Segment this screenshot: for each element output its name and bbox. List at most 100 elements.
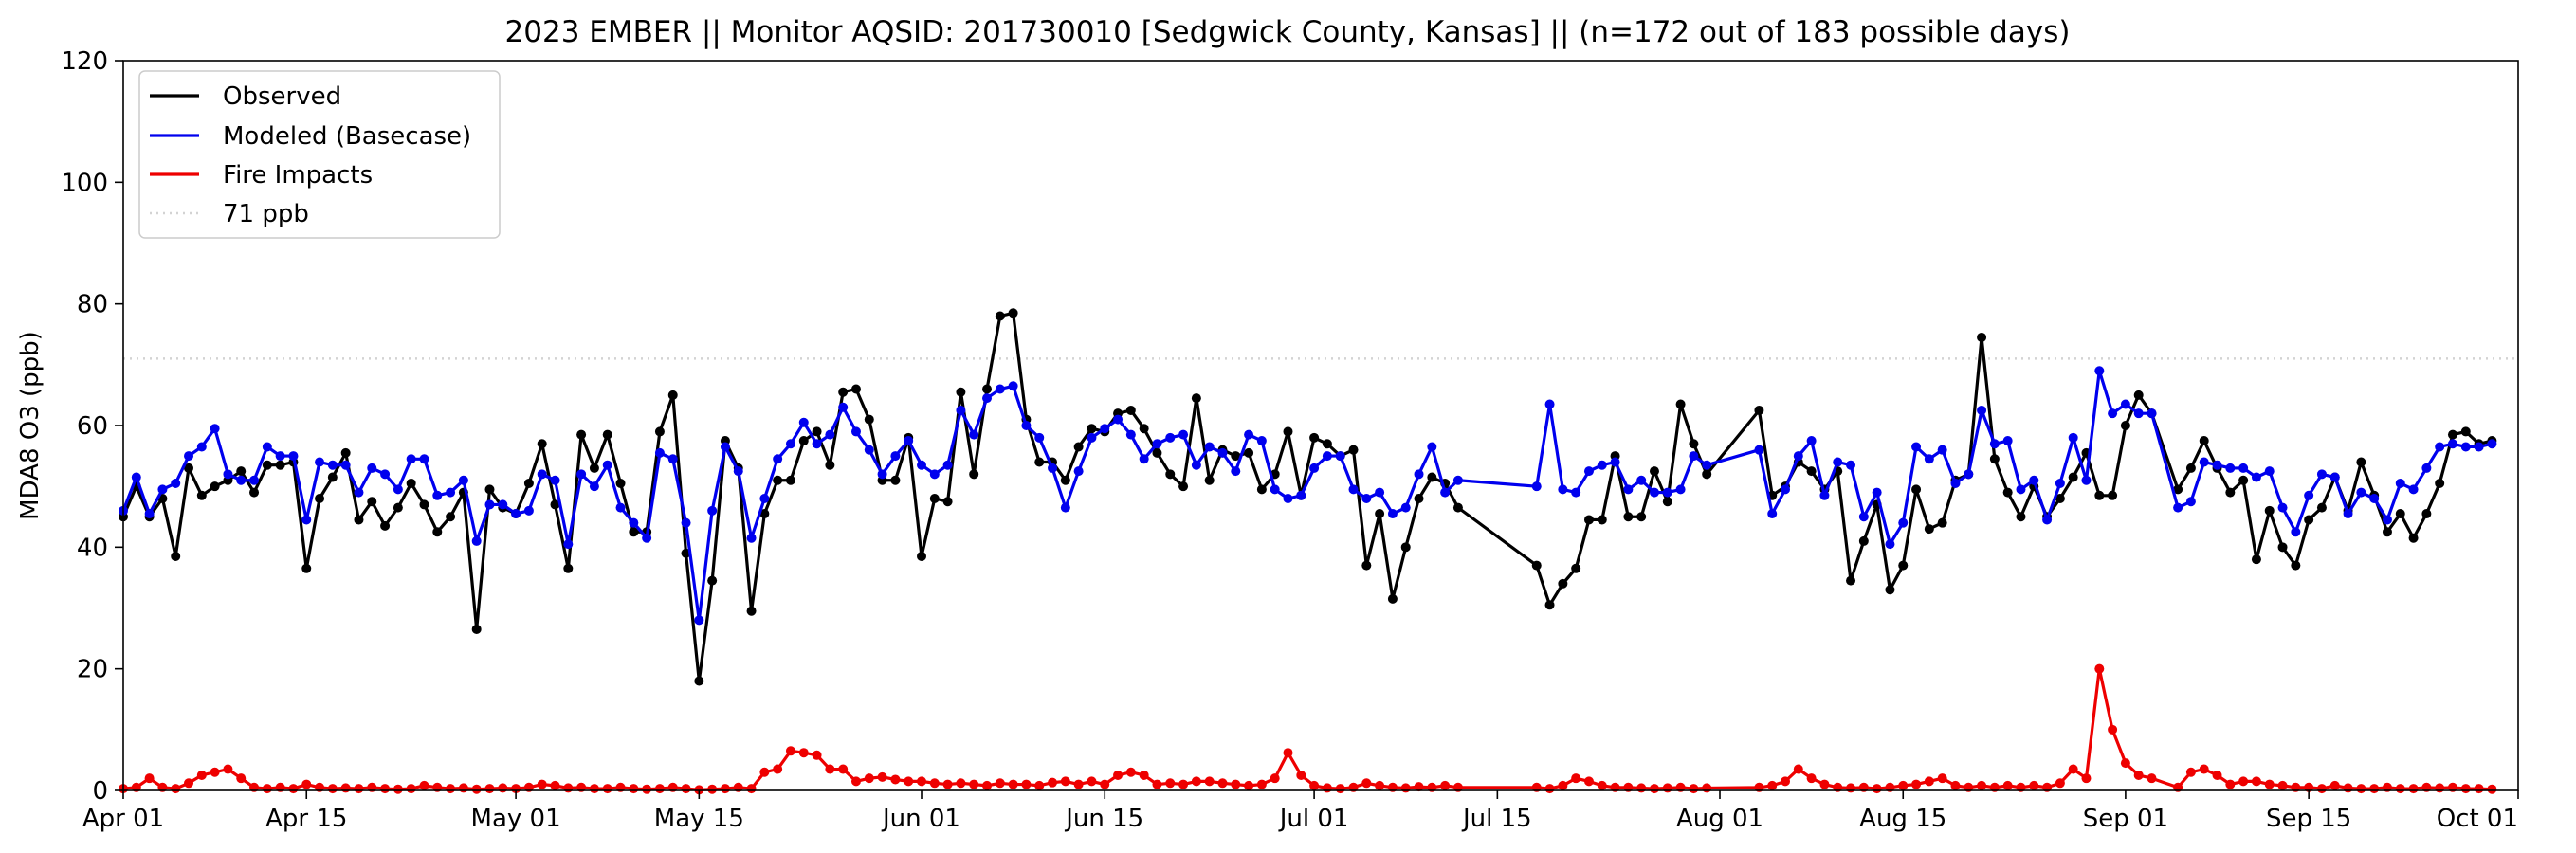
data-point	[2212, 460, 2222, 470]
x-tick-label: May 01	[471, 805, 561, 833]
data-point	[262, 460, 272, 470]
x-tick-label: Oct 01	[2437, 805, 2518, 833]
data-point	[1623, 512, 1634, 522]
data-point	[654, 447, 665, 458]
data-point	[1361, 494, 1372, 503]
data-point	[2251, 776, 2261, 787]
data-point	[563, 563, 574, 573]
data-point	[694, 615, 704, 626]
data-point	[1754, 405, 1764, 415]
data-point	[1139, 454, 1149, 464]
data-point	[1191, 460, 1201, 470]
data-point	[707, 505, 718, 516]
data-point	[929, 778, 940, 789]
data-point	[1113, 414, 1124, 425]
data-point	[1819, 490, 1830, 500]
data-point	[1087, 424, 1097, 434]
data-point	[2460, 442, 2471, 452]
data-point	[406, 454, 416, 464]
data-point	[982, 393, 993, 404]
data-point	[1060, 475, 1070, 485]
data-point	[1256, 436, 1267, 446]
data-point	[654, 426, 665, 437]
data-point	[1937, 517, 1947, 528]
data-point	[1898, 780, 1909, 790]
data-point	[654, 784, 665, 794]
data-point	[1597, 460, 1607, 470]
x-axis: Apr 01 Apr 15 May 01 May 15 Jun 01 Jun 15 Jul …	[82, 790, 2519, 833]
data-point	[1283, 426, 1293, 437]
data-point	[1152, 439, 1162, 449]
data-point	[1675, 484, 1686, 495]
data-point	[759, 767, 770, 777]
data-point	[2435, 442, 2445, 452]
x-tick-label: Jun 15	[1064, 805, 1143, 833]
x-tick-label: Jul 15	[1461, 805, 1532, 833]
data-point	[864, 445, 874, 455]
data-point	[2133, 770, 2144, 780]
data-point	[1846, 783, 1856, 793]
data-point	[576, 429, 587, 440]
data-point	[1937, 773, 1947, 784]
data-point	[798, 436, 809, 446]
x-tick-label: Aug 15	[1859, 805, 1946, 833]
series-observed	[119, 308, 2497, 686]
data-point	[1702, 460, 1712, 470]
data-point	[1819, 779, 1830, 789]
data-point	[1544, 399, 1555, 409]
data-point	[2395, 478, 2405, 488]
data-point	[1452, 475, 1463, 485]
data-point	[2108, 408, 2118, 419]
data-point	[1375, 780, 1385, 790]
data-point	[2212, 770, 2222, 780]
data-point	[1977, 405, 1987, 415]
data-point	[746, 606, 757, 616]
data-point	[589, 784, 599, 794]
data-point	[2408, 784, 2419, 794]
data-point	[1911, 442, 1922, 452]
data-point	[982, 780, 993, 790]
x-tick-label: Sep 15	[2266, 805, 2351, 833]
data-point	[484, 784, 495, 794]
data-point	[2474, 784, 2484, 794]
data-point	[864, 414, 874, 425]
data-point	[1571, 563, 1581, 573]
data-point	[2435, 478, 2445, 488]
data-point	[1531, 560, 1542, 571]
data-point	[1073, 442, 1084, 452]
data-point	[1833, 457, 1843, 467]
data-point	[1256, 484, 1267, 495]
data-point	[1296, 490, 1306, 500]
x-tick-label: Jul 01	[1278, 805, 1349, 833]
data-point	[642, 784, 652, 794]
data-point	[589, 481, 599, 492]
data-point	[1073, 466, 1084, 477]
data-point	[2094, 366, 2105, 376]
data-point	[2316, 502, 2327, 513]
data-point	[759, 509, 770, 519]
data-point	[1977, 780, 1987, 790]
data-point	[890, 774, 901, 785]
data-point	[1793, 764, 1803, 774]
data-point	[511, 509, 521, 519]
data-point	[759, 494, 770, 503]
data-point	[746, 784, 757, 794]
data-point	[642, 533, 652, 543]
data-point	[629, 527, 639, 537]
data-point	[171, 478, 181, 488]
data-point	[694, 676, 704, 686]
x-tick-label: Aug 01	[1676, 805, 1763, 833]
data-point	[301, 563, 312, 573]
data-point	[929, 494, 940, 503]
data-point	[746, 533, 757, 543]
y-tick-label: 0	[92, 777, 108, 806]
data-point	[537, 439, 547, 449]
data-point	[2238, 475, 2249, 485]
data-point	[2356, 457, 2366, 467]
data-point	[275, 451, 285, 462]
data-point	[1937, 445, 1947, 455]
data-point	[419, 454, 429, 464]
data-point	[956, 387, 966, 397]
data-point	[1597, 780, 1607, 790]
data-point	[157, 484, 168, 495]
